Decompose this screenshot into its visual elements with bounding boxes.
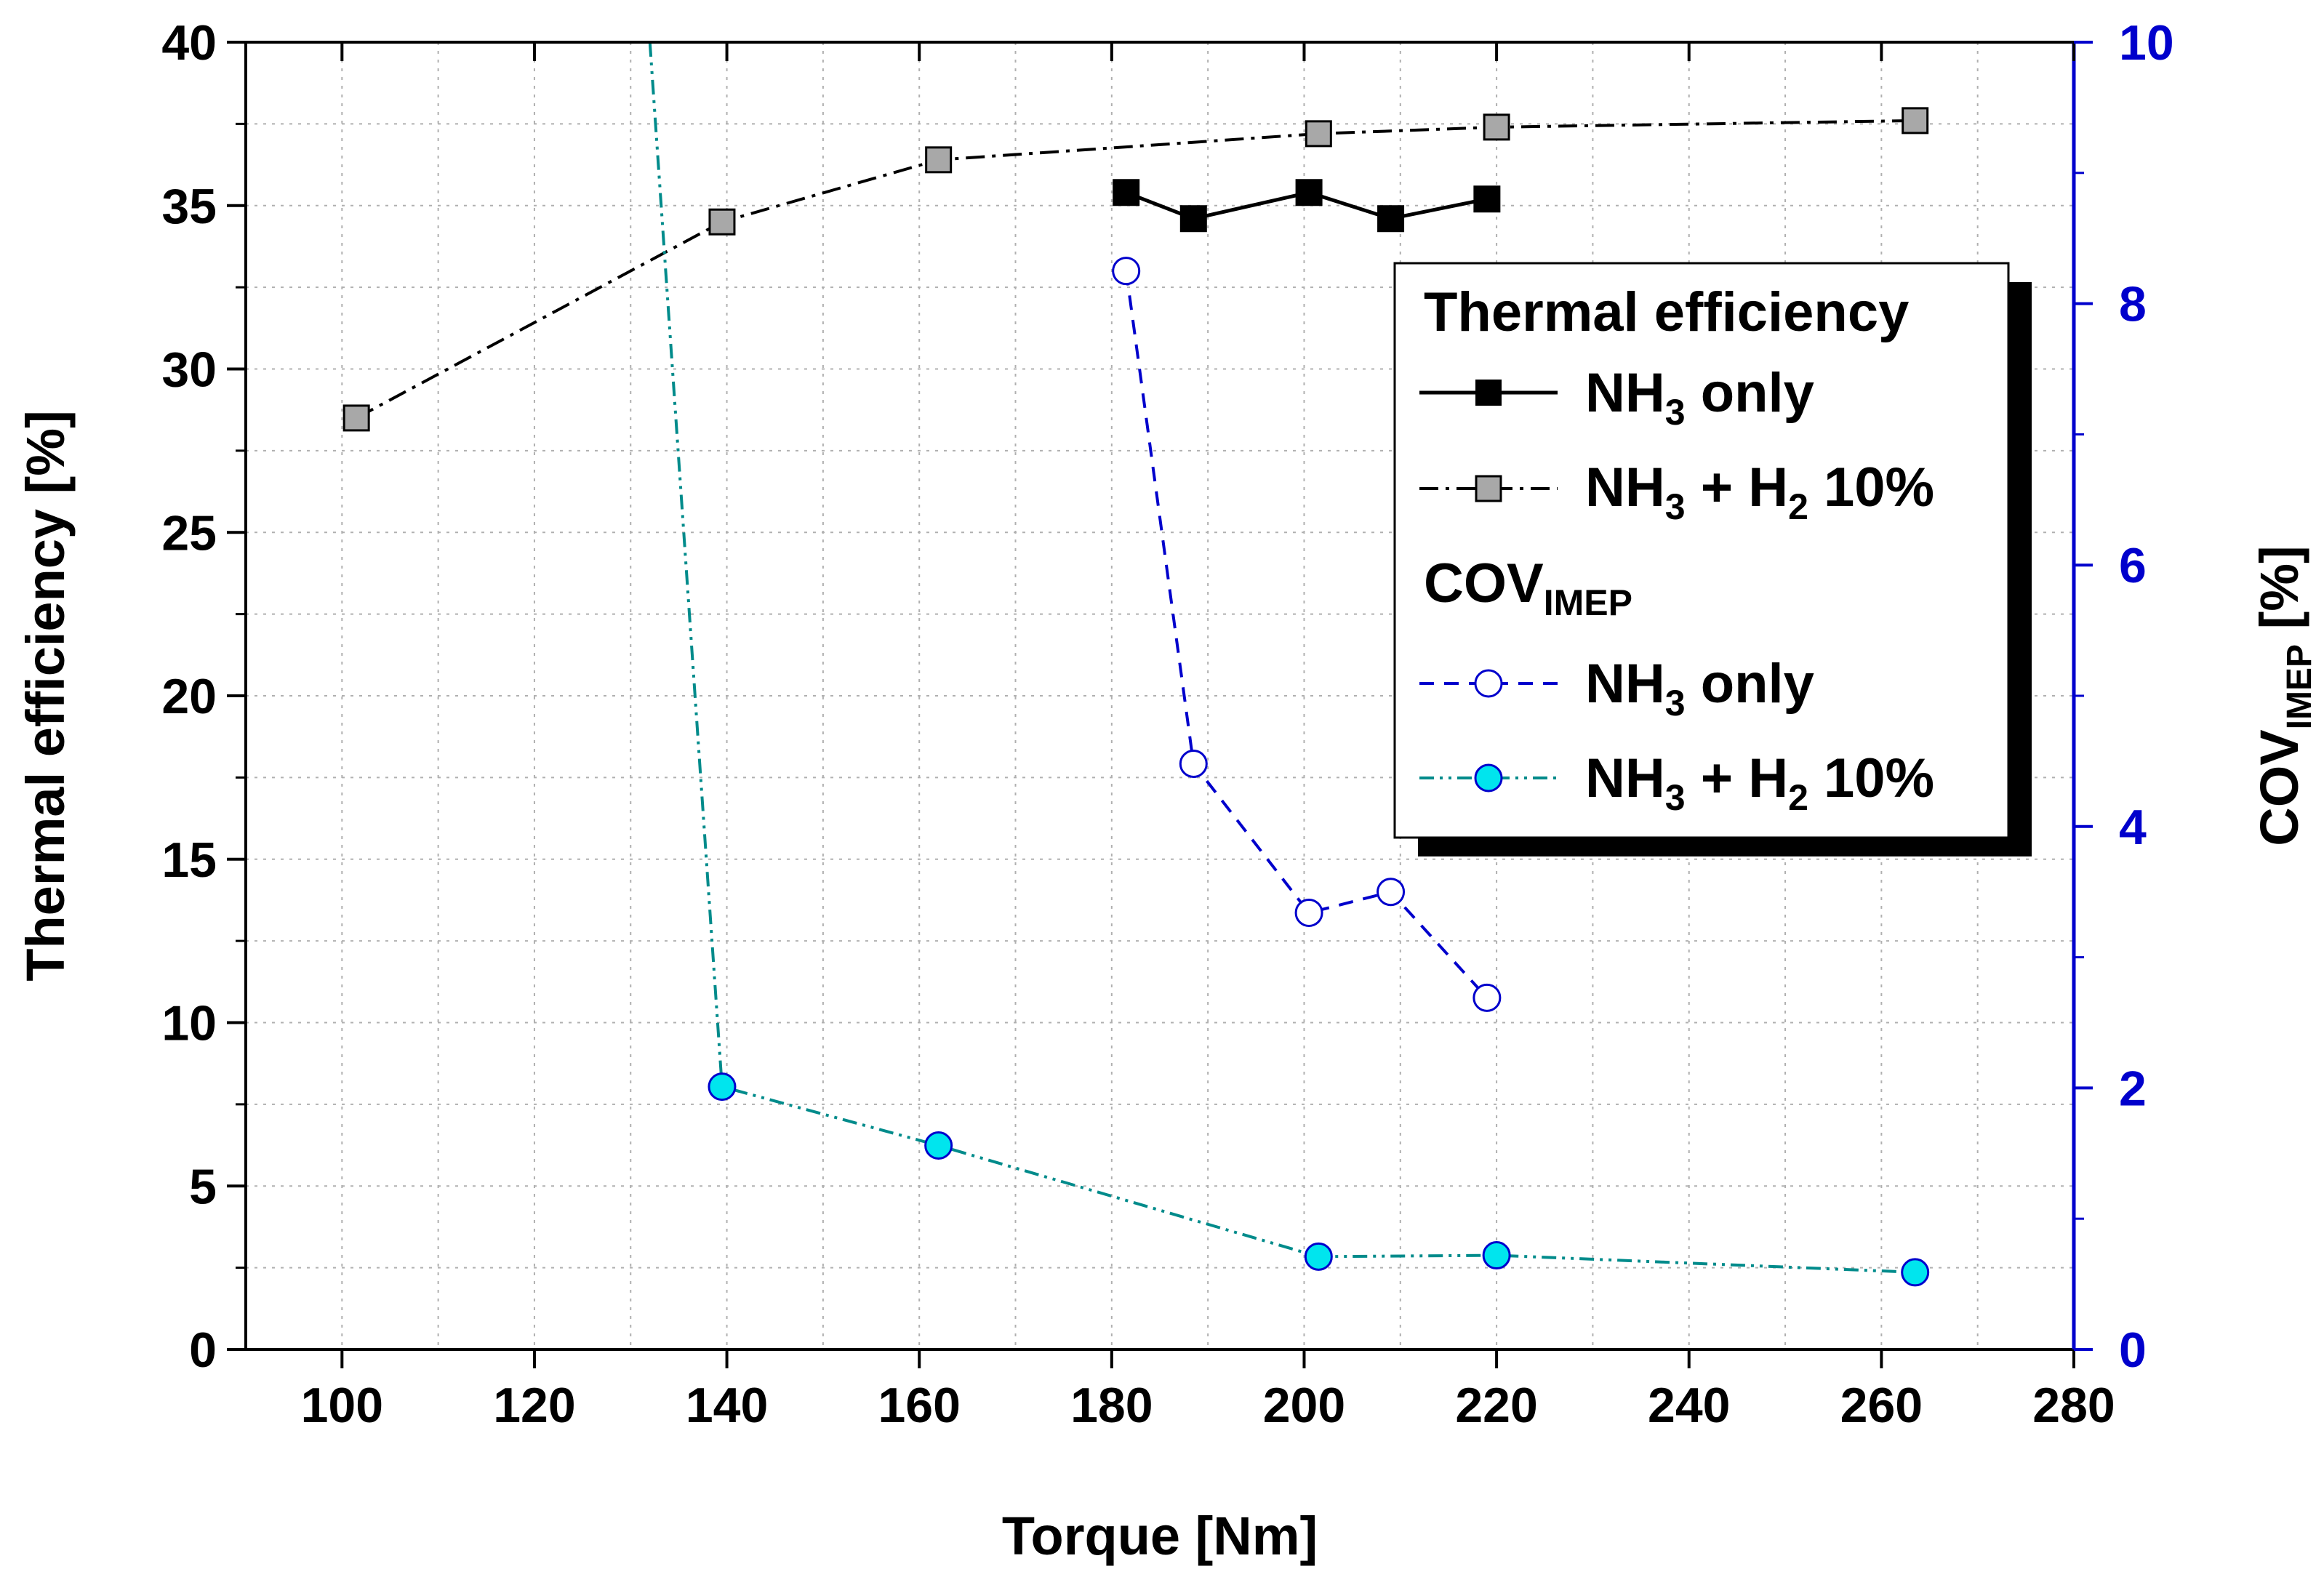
axes: 100 120 140 160 180 200 220 240 260 2800510152025… — [161, 15, 2173, 1433]
legend-label-cov-nh3-only: NH3 only — [1585, 653, 1814, 723]
data-point-3 — [1901, 1258, 1930, 1287]
legend-box — [1393, 262, 2010, 839]
y2-tick-label: 4 — [2119, 800, 2147, 855]
series-line-1 — [356, 119, 1915, 420]
legend: Thermal efficiency NH3 only NH3 + H2 10%… — [1393, 262, 2032, 856]
legend-swatch-te-nh3-marker — [1475, 380, 1502, 406]
data-point-0 — [1113, 179, 1140, 206]
legend-swatch-te-nh3h2-marker — [1475, 475, 1502, 502]
data-point-0 — [1295, 179, 1323, 206]
y2-tick-label: 8 — [2119, 277, 2147, 332]
data-point-2 — [1179, 749, 1208, 778]
legend-swatch-cov-nh3-marker — [1474, 669, 1503, 698]
series-line-2 — [1124, 270, 1488, 999]
x-axis-title: Torque [Nm] — [1002, 1506, 1318, 1566]
data-point-2 — [1377, 878, 1406, 907]
data-point-1 — [1483, 113, 1510, 141]
data-point-2 — [1112, 257, 1141, 286]
y2-tick-label: 6 — [2119, 538, 2147, 593]
y-axis-title: Thermal efficiency [%] — [15, 410, 76, 981]
x-tick-label: 200 — [1263, 1378, 1345, 1433]
x-tick-label: 140 — [686, 1378, 768, 1433]
x-tick-label: 180 — [1070, 1378, 1153, 1433]
legend-label-te-nh3-h2: NH3 + H2 10% — [1585, 457, 1934, 527]
x-tick-label: 240 — [1648, 1378, 1730, 1433]
data-point-2 — [1294, 898, 1323, 927]
legend-label-te-nh3-only: NH3 only — [1585, 362, 1814, 433]
data-point-0 — [1377, 205, 1405, 233]
data-point-2 — [1472, 983, 1502, 1012]
y-tick-label: 10 — [161, 996, 217, 1051]
data-point-1 — [708, 208, 736, 236]
marker-layer — [342, 107, 1930, 1287]
data-point-0 — [1179, 205, 1207, 233]
data-point-3 — [708, 1072, 737, 1102]
x-tick-label: 220 — [1455, 1378, 1537, 1433]
data-point-1 — [1305, 120, 1332, 148]
y-tick-label: 30 — [161, 342, 217, 398]
y2-tick-label: 0 — [2119, 1323, 2147, 1378]
y2-axis-title: COVIMEP [%] — [2249, 545, 2319, 846]
y-tick-label: 15 — [161, 832, 217, 888]
y-tick-label: 0 — [189, 1323, 217, 1378]
data-point-3 — [1482, 1241, 1511, 1270]
x-tick-label: 160 — [878, 1378, 960, 1433]
y-tick-label: 35 — [161, 179, 217, 234]
legend-header-cov-imep: COVIMEP — [1424, 553, 1632, 623]
legend-swatch-cov-nh3h2-marker — [1474, 763, 1503, 792]
data-point-1 — [925, 146, 953, 174]
y2-tick-label: 10 — [2119, 15, 2174, 71]
x-tick-label: 280 — [2032, 1378, 2115, 1433]
data-point-1 — [1902, 107, 1929, 135]
data-point-3 — [1304, 1242, 1333, 1271]
x-tick-label: 260 — [1840, 1378, 1923, 1433]
y-tick-label: 40 — [161, 15, 217, 71]
series-line-3 — [648, 42, 1915, 1274]
y-tick-label: 25 — [161, 505, 217, 561]
x-tick-label: 100 — [301, 1378, 383, 1433]
y-tick-label: 20 — [161, 669, 217, 724]
data-point-0 — [1473, 185, 1501, 213]
y-tick-label: 5 — [189, 1159, 217, 1214]
y2-tick-label: 2 — [2119, 1061, 2147, 1116]
x-tick-label: 120 — [493, 1378, 575, 1433]
legend-label-cov-nh3-h2: NH3 + H2 10% — [1585, 747, 1934, 818]
data-point-1 — [342, 404, 370, 432]
legend-header-thermal-efficiency: Thermal efficiency — [1424, 281, 1909, 343]
data-point-3 — [924, 1131, 953, 1160]
